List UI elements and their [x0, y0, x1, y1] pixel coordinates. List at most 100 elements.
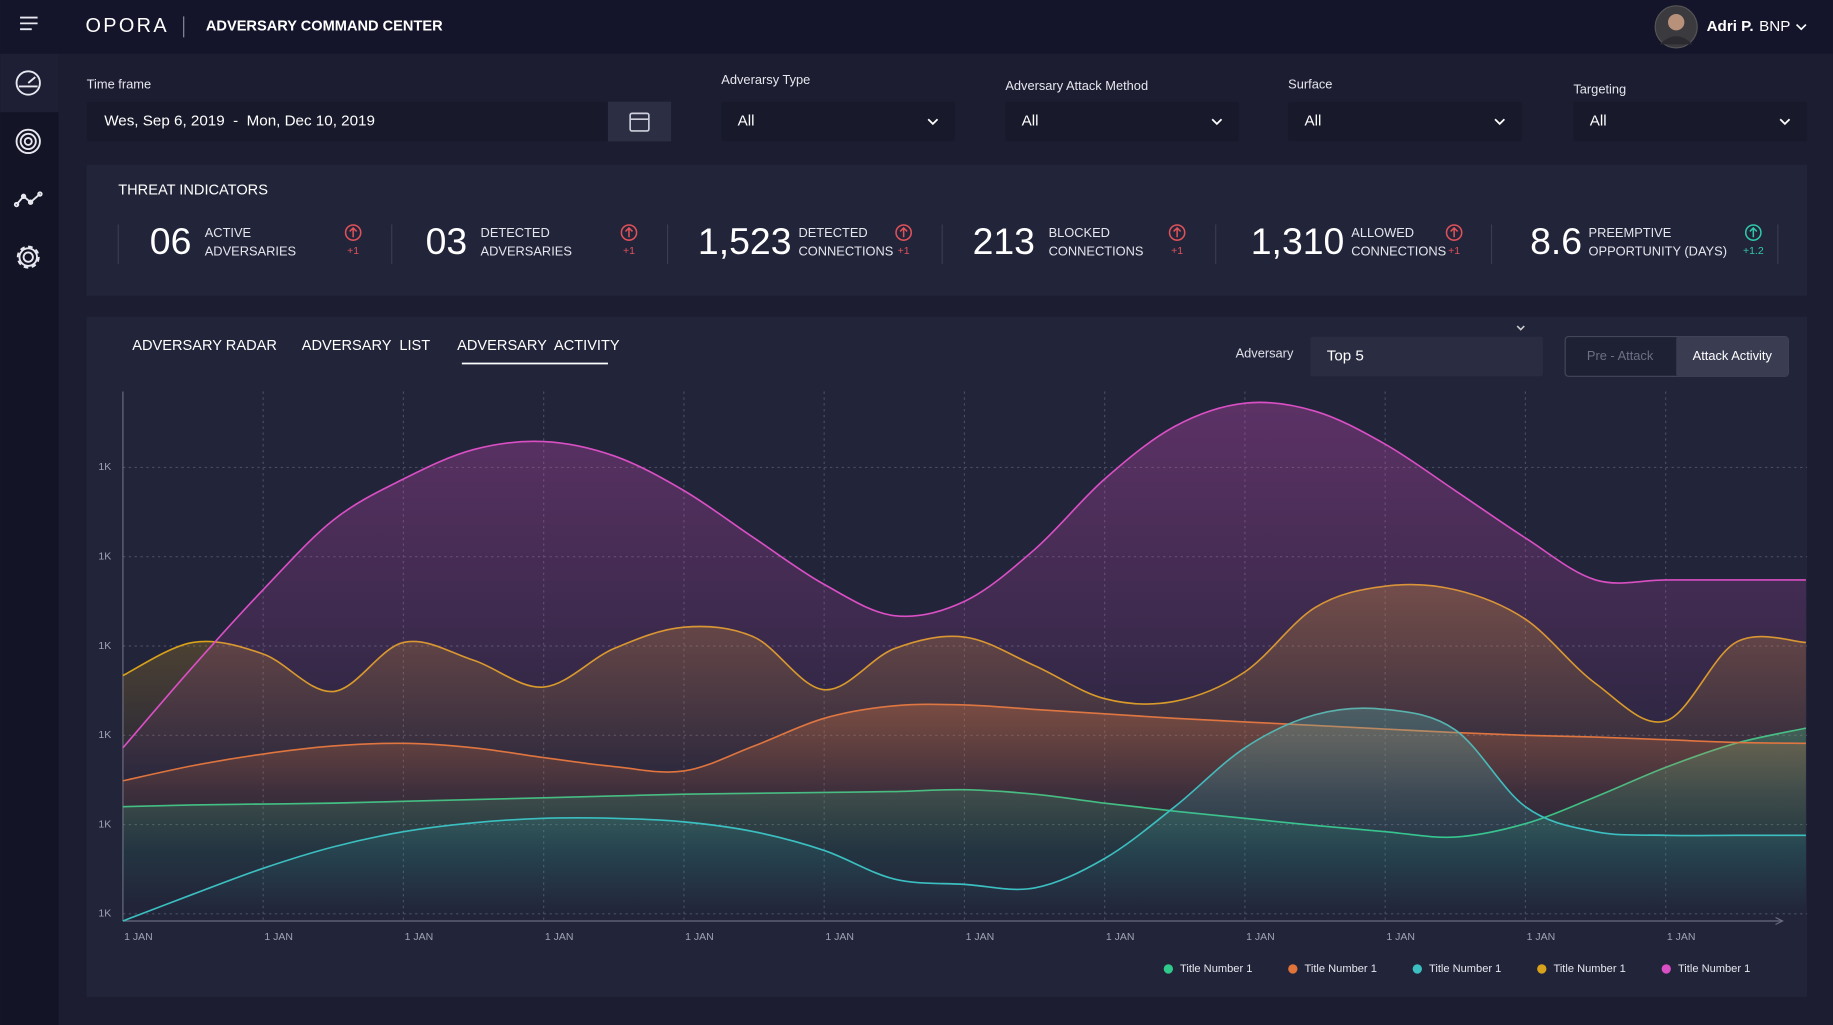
filter-value[interactable]: All	[1590, 113, 1607, 130]
indicator-change: +1	[1171, 245, 1183, 257]
indicator-label: BLOCKED	[1049, 225, 1110, 240]
adversary-value[interactable]: Top 5	[1327, 347, 1364, 364]
select-chevron	[927, 118, 939, 126]
change-icon	[344, 224, 362, 241]
user-org[interactable]: BNP	[1759, 18, 1790, 35]
change-icon	[1445, 224, 1463, 241]
indicator-change: +1	[898, 245, 910, 257]
filter-input[interactable]	[1005, 101, 1240, 142]
filter-label: Targeting	[1573, 81, 1626, 96]
filter-value[interactable]: All	[1022, 113, 1039, 130]
avatar-face	[1668, 14, 1685, 31]
x-tick-label: 1 JAN	[405, 931, 434, 943]
indicator-label: DETECTED	[798, 225, 867, 240]
change-arrow	[899, 226, 908, 238]
filter-label: Adversary Attack Method	[1005, 78, 1148, 93]
avatar-body	[1659, 36, 1693, 45]
indicator-label: ADVERSARIES	[205, 243, 296, 258]
indicator-label: OPPORTUNITY (DAYS)	[1589, 243, 1727, 258]
filter-input[interactable]	[1573, 101, 1808, 142]
calendar-button[interactable]	[607, 101, 672, 142]
fingerprint-icon[interactable]	[15, 128, 41, 155]
change-icon	[1744, 224, 1762, 241]
x-tick-label: 1 JAN	[264, 931, 293, 943]
legend-dot	[1537, 964, 1547, 974]
change-arrow	[1749, 226, 1758, 238]
threat-title: THREAT INDICATORS	[118, 182, 268, 198]
x-tick-label: 1 JAN	[825, 931, 854, 943]
x-tick-label: 1 JAN	[545, 931, 574, 943]
panel-chevron[interactable]	[1516, 325, 1525, 331]
mode-pre-attack[interactable]: Pre - Attack	[1587, 348, 1654, 363]
activity-icon[interactable]	[13, 191, 43, 208]
filter-label: Time frame	[87, 77, 151, 92]
y-tick-label: 1K	[98, 640, 111, 652]
adversary-select[interactable]	[1310, 336, 1543, 377]
y-tick-label: 1K	[98, 818, 111, 830]
change-icon	[895, 224, 913, 241]
legend-dot	[1412, 964, 1422, 974]
dashboard-icon[interactable]	[15, 70, 41, 96]
x-tick-label: 1 JAN	[1527, 931, 1556, 943]
indicator-label: ACTIVE	[205, 225, 252, 240]
indicator-label: CONNECTIONS	[1351, 243, 1446, 258]
mode-active[interactable]	[1676, 336, 1789, 377]
indicator-change: +1.2	[1743, 245, 1764, 257]
filter-input[interactable]	[86, 101, 608, 142]
user-name[interactable]: Adri P.	[1707, 18, 1754, 35]
select-chevron	[1211, 118, 1223, 126]
legend-dot	[1661, 964, 1671, 974]
y-tick-label: 1K	[98, 908, 111, 920]
threat-panel	[86, 164, 1808, 296]
indicator-change: +1	[623, 245, 635, 257]
legend-label[interactable]: Title Number 1	[1553, 963, 1625, 975]
indicator-label: DETECTED	[481, 225, 550, 240]
legend-label[interactable]: Title Number 1	[1678, 963, 1750, 975]
brand: OPORA	[86, 15, 169, 37]
filter-value[interactable]: All	[1305, 113, 1322, 130]
filter-value[interactable]: Wes, Sep 6, 2019 - Mon, Dec 10, 2019	[104, 113, 375, 130]
x-tick-label: 1 JAN	[966, 931, 995, 943]
legend-label[interactable]: Title Number 1	[1180, 963, 1252, 975]
select-chevron	[1494, 118, 1506, 126]
filter-input[interactable]	[721, 101, 956, 142]
change-arrow	[349, 226, 358, 238]
x-tick-label: 1 JAN	[124, 931, 153, 943]
filter-input[interactable]	[1288, 101, 1522, 142]
filter-value[interactable]: All	[738, 113, 755, 130]
indicator-label: PREEMPTIVE	[1589, 225, 1672, 240]
indicator-value: 1,310	[1251, 220, 1345, 262]
tab[interactable]: ADVERSARY ACTIVITY	[457, 338, 620, 354]
user-chevron[interactable]	[1795, 23, 1807, 31]
top-bar	[0, 0, 1833, 54]
y-tick-label: 1K	[98, 729, 111, 741]
filter-label: Adverarsy Type	[721, 72, 810, 87]
change-arrow	[1450, 226, 1459, 238]
legend-label[interactable]: Title Number 1	[1305, 963, 1377, 975]
indicator-label: ADVERSARIES	[481, 243, 572, 258]
tab[interactable]: ADVERSARY RADAR	[132, 338, 277, 354]
menu-icon[interactable]	[20, 16, 38, 31]
indicator-label: CONNECTIONS	[798, 243, 893, 258]
tab[interactable]: ADVERSARY LIST	[302, 338, 431, 354]
filter-label: Surface	[1288, 77, 1332, 92]
indicator-value: 03	[426, 220, 468, 262]
indicator-value: 213	[973, 220, 1035, 262]
adversary-label: Adversary	[1236, 346, 1294, 361]
sidebar	[0, 53, 59, 1025]
indicator-value: 1,523	[698, 220, 792, 262]
x-tick-label: 1 JAN	[1246, 931, 1275, 943]
indicator-label: ALLOWED	[1351, 225, 1414, 240]
y-tick-label: 1K	[98, 550, 111, 562]
mode-attack[interactable]: Attack Activity	[1693, 348, 1773, 363]
legend-label[interactable]: Title Number 1	[1429, 963, 1501, 975]
y-tick-label: 1K	[98, 461, 111, 473]
x-tick-label: 1 JAN	[1106, 931, 1135, 943]
select-chevron	[1779, 118, 1791, 126]
app-title: ADVERSARY COMMAND CENTER	[206, 19, 443, 35]
x-tick-label: 1 JAN	[685, 931, 714, 943]
legend-dot	[1163, 964, 1174, 974]
indicator-value: 8.6	[1530, 220, 1582, 262]
settings-icon[interactable]	[16, 245, 40, 269]
